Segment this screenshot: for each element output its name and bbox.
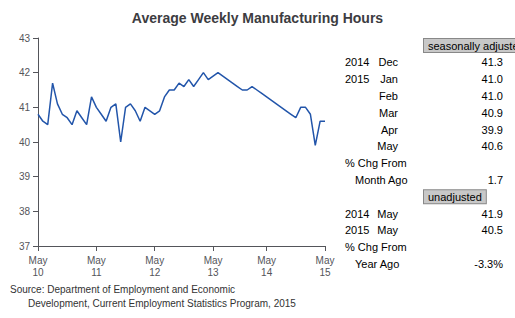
- svg-text:May: May: [257, 255, 276, 266]
- svg-text:Mar: Mar: [379, 107, 398, 119]
- svg-text:% Chg From: % Chg From: [345, 157, 407, 169]
- svg-text:10: 10: [32, 267, 44, 278]
- svg-text:41: 41: [19, 102, 31, 113]
- svg-text:May: May: [377, 208, 398, 220]
- svg-text:12: 12: [149, 267, 161, 278]
- svg-text:2014: 2014: [345, 56, 369, 68]
- svg-text:40: 40: [19, 137, 31, 148]
- svg-text:May: May: [316, 255, 335, 266]
- svg-text:39.9: 39.9: [482, 124, 503, 136]
- svg-text:40.9: 40.9: [482, 107, 503, 119]
- svg-text:May: May: [87, 255, 106, 266]
- svg-text:42: 42: [19, 67, 31, 78]
- svg-text:Development, Current Employmen: Development, Current Employment Statisti…: [28, 298, 296, 309]
- svg-text:11: 11: [91, 267, 102, 278]
- svg-text:2014: 2014: [345, 208, 369, 220]
- svg-text:13: 13: [208, 267, 220, 278]
- svg-text:2015: 2015: [345, 73, 369, 85]
- svg-text:Jan: Jan: [380, 73, 398, 85]
- svg-text:Source: Department of Employme: Source: Department of Employment and Eco…: [10, 284, 235, 295]
- svg-text:39: 39: [19, 171, 31, 182]
- svg-text:unadjusted: unadjusted: [428, 191, 482, 203]
- svg-text:40.5: 40.5: [482, 224, 503, 236]
- svg-text:15: 15: [319, 267, 331, 278]
- svg-text:-3.3%: -3.3%: [474, 258, 503, 270]
- svg-text:2015: 2015: [345, 224, 369, 236]
- svg-text:Month Ago: Month Ago: [355, 174, 408, 186]
- svg-text:38: 38: [19, 206, 31, 217]
- svg-text:Average Weekly Manufacturing H: Average Weekly Manufacturing Hours: [132, 10, 384, 26]
- svg-text:Feb: Feb: [379, 90, 398, 102]
- svg-text:May: May: [29, 255, 48, 266]
- svg-text:May: May: [145, 255, 164, 266]
- svg-text:41.9: 41.9: [482, 208, 503, 220]
- svg-text:May: May: [377, 140, 398, 152]
- svg-text:May: May: [204, 255, 223, 266]
- svg-text:Year Ago: Year Ago: [355, 258, 399, 270]
- svg-text:seasonally adjusted: seasonally adjusted: [428, 40, 515, 52]
- svg-text:43: 43: [19, 33, 31, 44]
- svg-text:37: 37: [19, 241, 31, 252]
- svg-text:Apr: Apr: [381, 124, 398, 136]
- svg-text:Dec: Dec: [378, 56, 398, 68]
- svg-text:% Chg From: % Chg From: [345, 241, 407, 253]
- svg-text:41.3: 41.3: [482, 56, 503, 68]
- svg-text:14: 14: [261, 267, 273, 278]
- svg-text:41.0: 41.0: [482, 73, 503, 85]
- svg-text:41.0: 41.0: [482, 90, 503, 102]
- svg-text:1.7: 1.7: [488, 174, 503, 186]
- svg-text:May: May: [377, 224, 398, 236]
- svg-text:40.6: 40.6: [482, 140, 503, 152]
